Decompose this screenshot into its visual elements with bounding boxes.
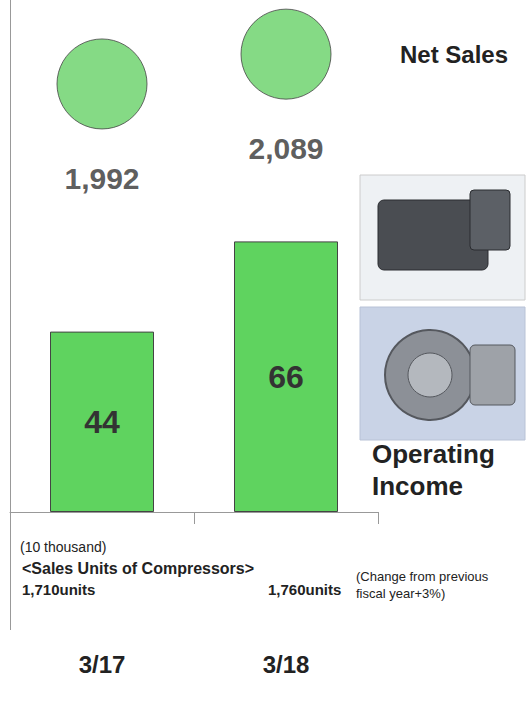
svg-text:Operating: Operating <box>372 439 495 469</box>
svg-text:fiscal year+3%): fiscal year+3%) <box>356 586 445 601</box>
svg-text:(10 thousand): (10 thousand) <box>20 539 106 555</box>
svg-text:66: 66 <box>268 359 304 395</box>
svg-text:1,992: 1,992 <box>64 162 139 195</box>
svg-text:(Change from previous: (Change from previous <box>356 569 489 584</box>
svg-text:44: 44 <box>84 404 120 440</box>
svg-text:Income: Income <box>372 471 463 501</box>
svg-text:1,710units: 1,710units <box>22 581 95 598</box>
svg-text:3/18: 3/18 <box>263 651 310 678</box>
svg-text:1,760units: 1,760units <box>268 581 341 598</box>
svg-text:<Sales Units of Compressors>: <Sales Units of Compressors> <box>22 560 254 577</box>
svg-text:2,089: 2,089 <box>248 132 323 165</box>
svg-text:Net Sales: Net Sales <box>400 41 508 68</box>
svg-text:3/17: 3/17 <box>79 651 126 678</box>
